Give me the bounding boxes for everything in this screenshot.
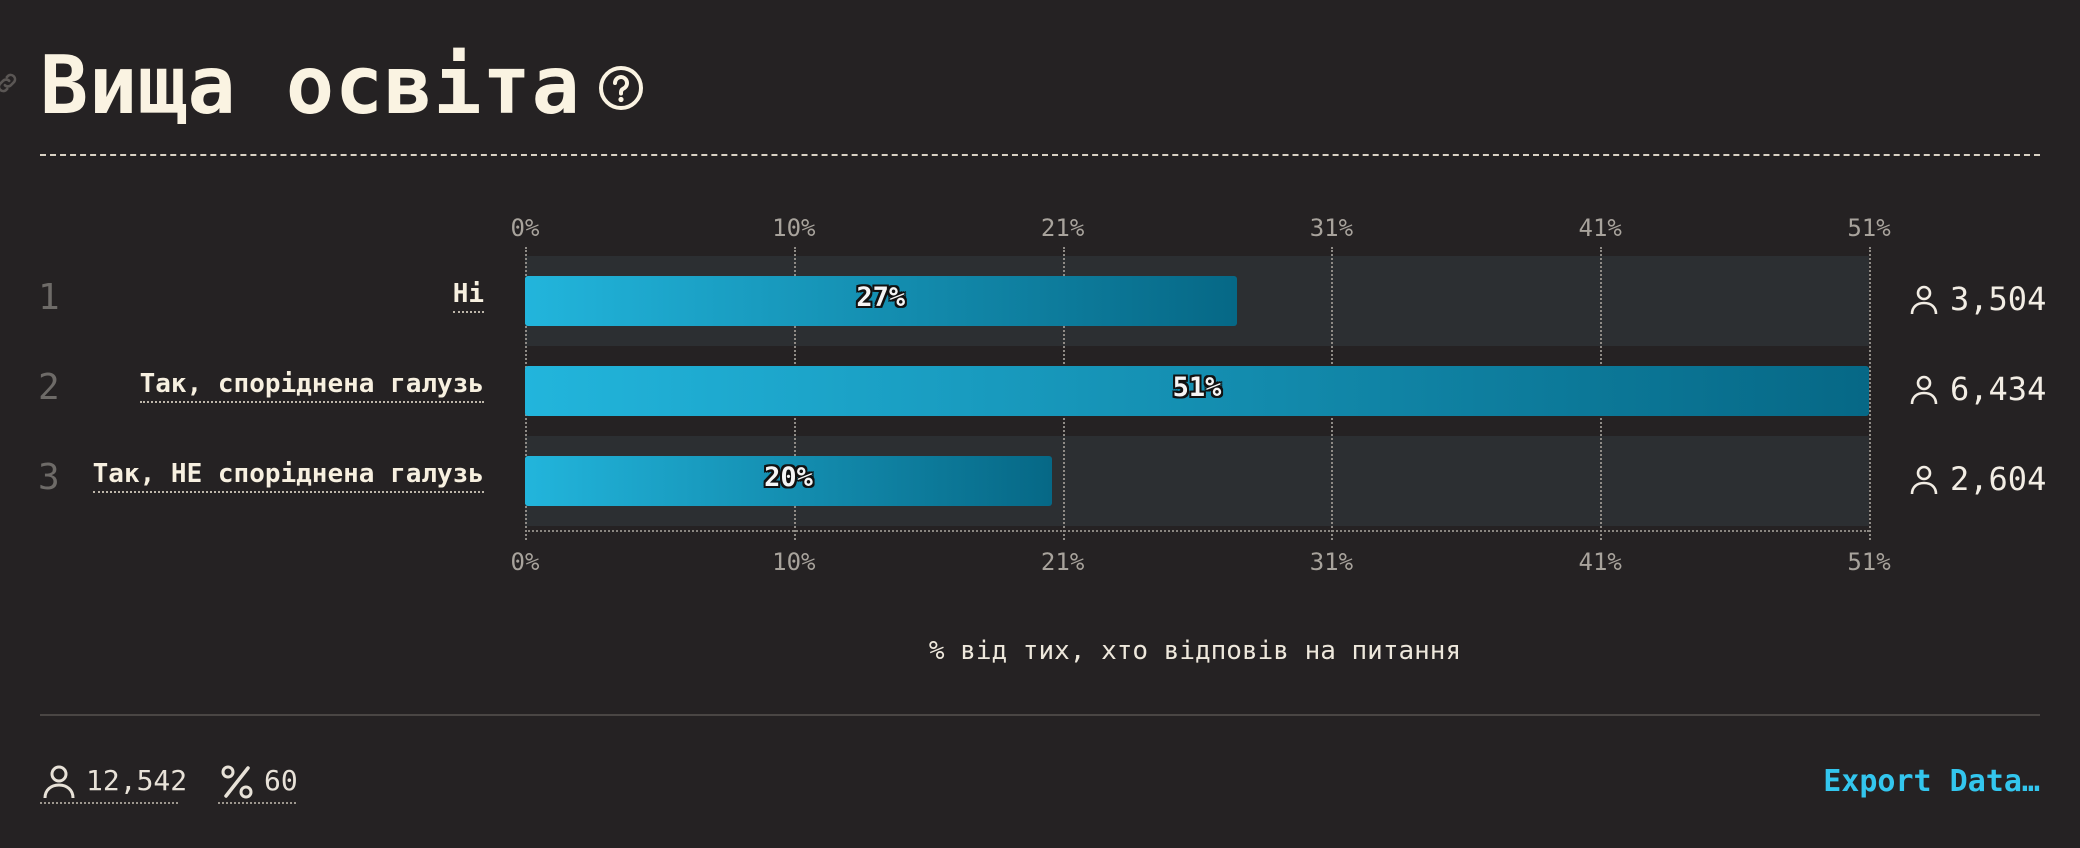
x-tick-label-top: 10%	[772, 214, 816, 242]
response-count: 2,604	[1950, 460, 2047, 498]
category-label[interactable]: Ні	[452, 279, 484, 313]
response-count: 3,504	[1950, 280, 2047, 318]
x-tick-label-bottom: 21%	[1040, 548, 1085, 576]
category-label[interactable]: Так, НЕ споріднена галузь	[92, 459, 484, 493]
response-count: 6,434	[1950, 370, 2047, 408]
percent-value: 60	[264, 764, 298, 797]
bar-value-label: 51%	[1172, 372, 1222, 403]
x-tick-label-top: 0%	[510, 214, 540, 242]
export-data-link[interactable]: Export Data…	[1823, 764, 2040, 799]
percent-icon	[221, 765, 253, 799]
bar[interactable]	[525, 276, 1237, 326]
x-tick-label-top: 31%	[1309, 214, 1354, 242]
person-icon	[43, 765, 75, 799]
link-icon[interactable]	[0, 70, 20, 96]
x-axis-bottom-line	[525, 530, 1869, 532]
row-number: 3	[38, 457, 60, 498]
bar-value-label: 27%	[856, 282, 906, 313]
row-number: 1	[38, 277, 60, 318]
x-tick-label-bottom: 0%	[510, 548, 540, 576]
page-title: Вища освіта	[40, 39, 581, 132]
title-divider	[40, 154, 2040, 156]
question-circle-icon[interactable]	[597, 64, 645, 112]
category-label[interactable]: Так, споріднена галузь	[139, 369, 484, 403]
bar[interactable]	[525, 456, 1053, 506]
person-icon	[1910, 285, 1938, 315]
bar[interactable]	[525, 366, 1869, 416]
x-tick-label-bottom: 10%	[772, 548, 816, 576]
x-axis-title: % від тих, хто відповів на питання	[928, 636, 1462, 666]
x-tick-label-top: 41%	[1578, 214, 1622, 242]
percent-stat[interactable]: 60	[218, 764, 298, 804]
person-icon	[1910, 465, 1938, 495]
x-tick-label-top: 21%	[1040, 214, 1085, 242]
x-tick-label-top: 51%	[1847, 214, 1891, 242]
respondents-count[interactable]: 12,542	[40, 764, 187, 804]
x-tick-label-bottom: 51%	[1847, 548, 1891, 576]
person-icon	[1910, 375, 1938, 405]
x-tick-label-bottom: 31%	[1309, 548, 1354, 576]
x-tick-label-bottom: 41%	[1578, 548, 1622, 576]
bar-value-label: 20%	[764, 462, 813, 493]
respondents-value: 12,542	[86, 764, 188, 797]
row-number: 2	[38, 367, 60, 408]
x-gridline	[1869, 247, 1871, 540]
footer-divider	[40, 714, 2040, 716]
